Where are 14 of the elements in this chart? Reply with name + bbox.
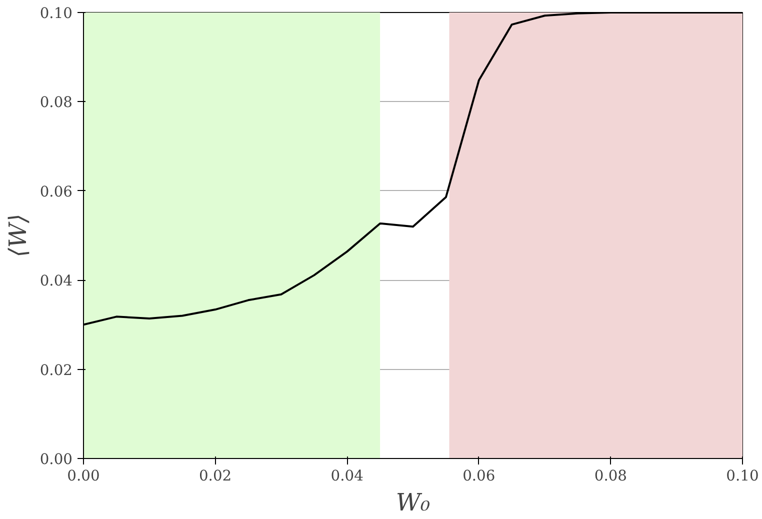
y-tick-label: 0.10 bbox=[40, 5, 73, 22]
y-axis-title: ⟨W⟩ bbox=[4, 214, 32, 258]
x-tick-label: 0.06 bbox=[462, 468, 496, 484]
x-axis-title: W₀ bbox=[396, 488, 431, 516]
x-tick-label: 0.10 bbox=[726, 468, 759, 484]
y-tick-label: 0.02 bbox=[40, 362, 73, 379]
x-tick-label: 0.08 bbox=[594, 468, 628, 484]
y-tick-label: 0.00 bbox=[40, 451, 73, 468]
y-tick-label: 0.08 bbox=[40, 94, 73, 112]
y-tick-label: 0.04 bbox=[40, 272, 73, 290]
x-tick-label: 0.00 bbox=[67, 468, 100, 484]
x-tick-label: 0.02 bbox=[198, 468, 232, 484]
y-tick-label: 0.06 bbox=[40, 183, 73, 200]
x-tick-label: 0.04 bbox=[330, 468, 364, 484]
